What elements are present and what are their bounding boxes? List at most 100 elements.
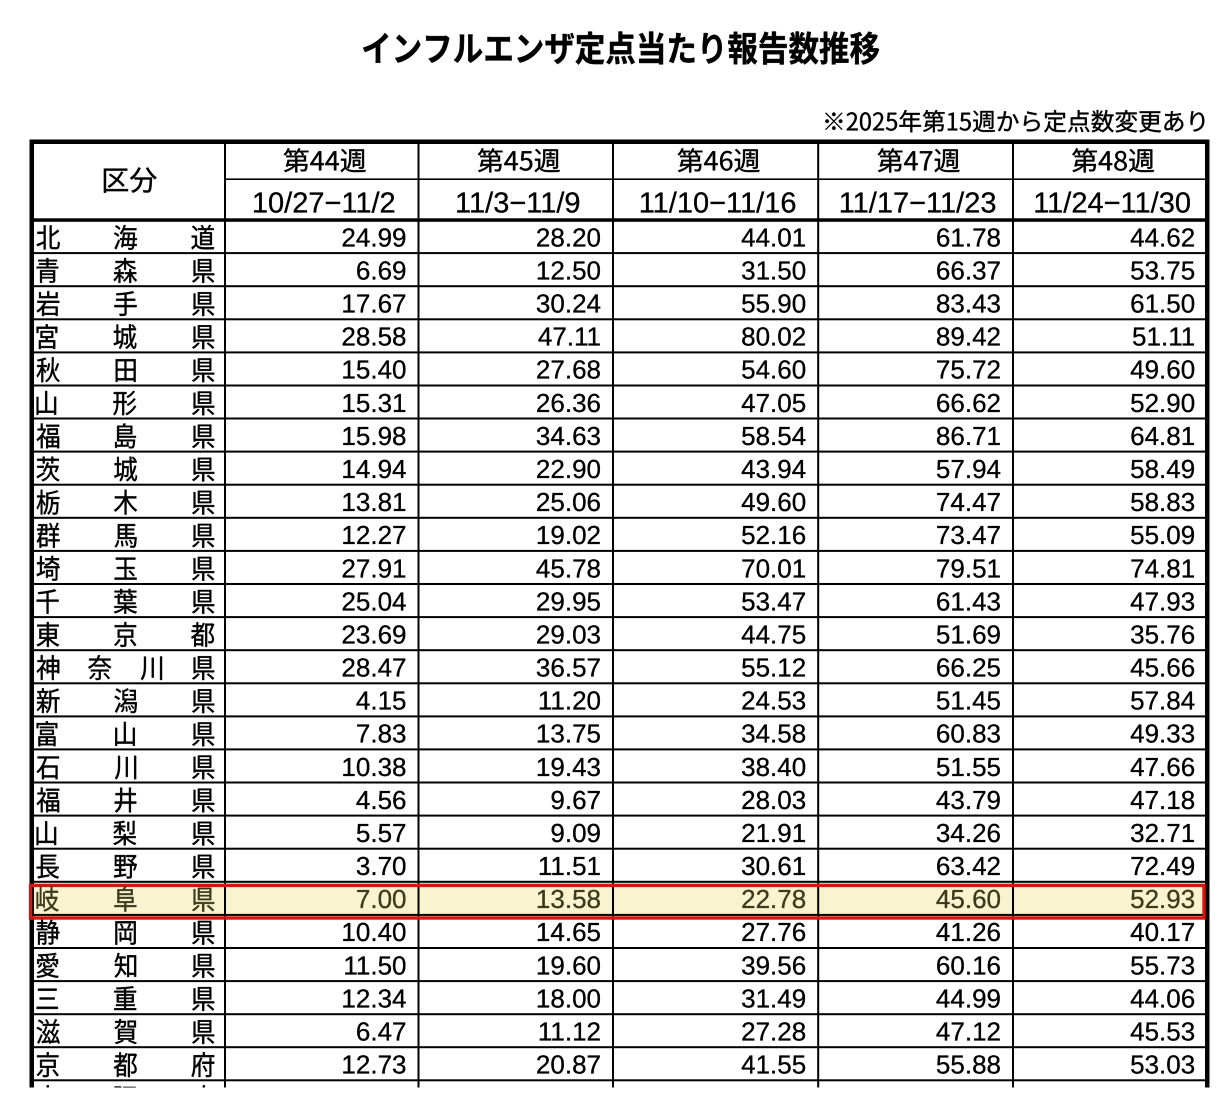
svg-text:43.94: 43.94 <box>741 454 806 484</box>
svg-text:52.90: 52.90 <box>1130 388 1195 418</box>
svg-text:70.01: 70.01 <box>741 553 806 583</box>
svg-text:58.49: 58.49 <box>1130 454 1195 484</box>
svg-text:12.34: 12.34 <box>341 983 406 1013</box>
svg-text:24.53: 24.53 <box>741 686 806 716</box>
svg-text:36.57: 36.57 <box>536 653 601 683</box>
svg-text:55.88: 55.88 <box>936 1050 1001 1080</box>
svg-text:58.54: 58.54 <box>741 421 806 451</box>
svg-text:6.47: 6.47 <box>356 1017 407 1047</box>
svg-text:49.60: 49.60 <box>1130 355 1195 385</box>
svg-text:28.03: 28.03 <box>741 785 806 815</box>
svg-text:43.79: 43.79 <box>936 785 1001 815</box>
svg-text:19.02: 19.02 <box>536 520 601 550</box>
svg-text:25.04: 25.04 <box>341 586 406 616</box>
svg-text:49.33: 49.33 <box>1130 719 1195 749</box>
svg-text:35.76: 35.76 <box>1130 619 1195 649</box>
svg-text:17.67: 17.67 <box>341 289 406 319</box>
svg-text:73.47: 73.47 <box>936 520 1001 550</box>
svg-text:39.56: 39.56 <box>741 950 806 980</box>
svg-text:47.18: 47.18 <box>1130 785 1195 815</box>
svg-text:11.50: 11.50 <box>343 950 406 980</box>
svg-text:26.36: 26.36 <box>536 388 601 418</box>
svg-text:21.91: 21.91 <box>741 818 806 848</box>
svg-text:11.20: 11.20 <box>538 686 601 716</box>
svg-text:40.17: 40.17 <box>1130 917 1195 947</box>
svg-text:11.51: 11.51 <box>538 851 601 881</box>
svg-text:47.66: 47.66 <box>1130 752 1195 782</box>
svg-text:34.63: 34.63 <box>536 421 601 451</box>
svg-text:15.31: 15.31 <box>341 388 406 418</box>
svg-text:52.16: 52.16 <box>741 520 806 550</box>
svg-text:61.50: 61.50 <box>1130 289 1195 319</box>
svg-text:54.60: 54.60 <box>741 355 806 385</box>
svg-text:9.67: 9.67 <box>550 785 601 815</box>
svg-text:44.99: 44.99 <box>936 983 1001 1013</box>
svg-text:5.57: 5.57 <box>356 818 407 848</box>
svg-text:83.43: 83.43 <box>936 289 1001 319</box>
svg-text:38.40: 38.40 <box>741 752 806 782</box>
svg-text:24.99: 24.99 <box>341 222 406 252</box>
svg-text:19.60: 19.60 <box>536 950 601 980</box>
svg-text:7.00: 7.00 <box>356 884 407 914</box>
svg-text:27.28: 27.28 <box>741 1017 806 1047</box>
svg-text:51.11: 51.11 <box>1132 322 1195 352</box>
svg-text:53.75: 53.75 <box>1130 255 1195 285</box>
svg-text:79.51: 79.51 <box>936 553 1001 583</box>
svg-text:4.56: 4.56 <box>356 785 407 815</box>
svg-text:44.01: 44.01 <box>741 222 806 252</box>
svg-text:10/27−11/2: 10/27−11/2 <box>252 187 396 219</box>
svg-text:66.25: 66.25 <box>936 653 1001 683</box>
svg-text:57.94: 57.94 <box>936 454 1001 484</box>
svg-text:44.62: 44.62 <box>1130 222 1195 252</box>
svg-text:15.40: 15.40 <box>341 355 406 385</box>
svg-text:45.66: 45.66 <box>1130 653 1195 683</box>
svg-text:53.47: 53.47 <box>741 586 806 616</box>
svg-text:60.83: 60.83 <box>936 719 1001 749</box>
svg-text:11.12: 11.12 <box>538 1017 601 1047</box>
svg-text:49.60: 49.60 <box>741 487 806 517</box>
svg-text:13.81: 13.81 <box>341 487 406 517</box>
svg-text:12.27: 12.27 <box>341 520 406 550</box>
svg-text:12.50: 12.50 <box>536 255 601 285</box>
svg-text:44.06: 44.06 <box>1130 983 1195 1013</box>
svg-text:53.03: 53.03 <box>1130 1050 1195 1080</box>
svg-text:22.78: 22.78 <box>741 884 806 914</box>
svg-text:47.05: 47.05 <box>741 388 806 418</box>
svg-text:80.02: 80.02 <box>741 322 806 352</box>
svg-text:63.42: 63.42 <box>936 851 1001 881</box>
svg-text:27.91: 27.91 <box>341 553 406 583</box>
svg-text:29.03: 29.03 <box>536 619 601 649</box>
svg-text:47.93: 47.93 <box>1130 586 1195 616</box>
svg-text:74.47: 74.47 <box>936 487 1001 517</box>
svg-text:64.81: 64.81 <box>1130 421 1195 451</box>
svg-text:27.68: 27.68 <box>536 355 601 385</box>
svg-text:3.70: 3.70 <box>356 851 407 881</box>
svg-text:41.26: 41.26 <box>936 917 1001 947</box>
svg-text:30.24: 30.24 <box>536 289 601 319</box>
svg-text:12.73: 12.73 <box>341 1050 406 1080</box>
svg-text:31.49: 31.49 <box>741 983 806 1013</box>
svg-text:57.84: 57.84 <box>1130 686 1195 716</box>
svg-text:27.76: 27.76 <box>741 917 806 947</box>
svg-text:7.83: 7.83 <box>356 719 407 749</box>
svg-text:11/10−11/16: 11/10−11/16 <box>639 187 797 219</box>
svg-text:51.55: 51.55 <box>936 752 1001 782</box>
svg-text:55.12: 55.12 <box>741 653 806 683</box>
svg-text:55.90: 55.90 <box>741 289 806 319</box>
svg-text:15.98: 15.98 <box>341 421 406 451</box>
svg-text:28.58: 28.58 <box>341 322 406 352</box>
svg-text:23.69: 23.69 <box>341 619 406 649</box>
svg-text:44.75: 44.75 <box>741 619 806 649</box>
svg-text:6.69: 6.69 <box>356 255 407 285</box>
svg-text:28.20: 28.20 <box>536 222 601 252</box>
svg-text:86.71: 86.71 <box>936 421 1001 451</box>
svg-text:10.38: 10.38 <box>341 752 406 782</box>
svg-text:14.65: 14.65 <box>536 917 601 947</box>
svg-text:75.72: 75.72 <box>936 355 1001 385</box>
svg-text:34.26: 34.26 <box>936 818 1001 848</box>
svg-text:28.47: 28.47 <box>341 653 406 683</box>
svg-text:14.94: 14.94 <box>341 454 406 484</box>
svg-text:47.11: 47.11 <box>538 322 601 352</box>
svg-text:45.53: 45.53 <box>1130 1017 1195 1047</box>
svg-text:13.58: 13.58 <box>536 884 601 914</box>
